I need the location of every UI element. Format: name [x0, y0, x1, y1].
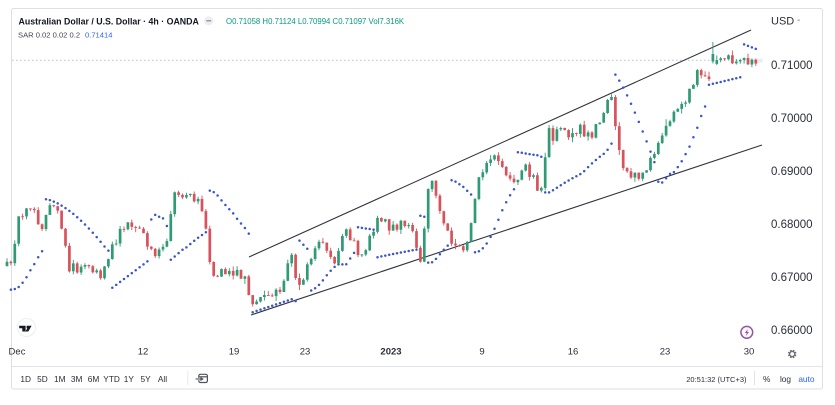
svg-text:0.71000: 0.71000 [771, 60, 813, 72]
svg-text:Dec: Dec [9, 347, 26, 358]
svg-text:3M: 3M [71, 374, 83, 384]
svg-text:O0.71058 H0.71124 L0.70994 C0.: O0.71058 H0.71124 L0.70994 C0.71097 Vol7… [226, 17, 405, 26]
svg-text:USD: USD [771, 16, 794, 28]
svg-text:6M: 6M [88, 374, 100, 384]
svg-text:1D: 1D [20, 374, 31, 384]
svg-text:0.71414: 0.71414 [85, 31, 112, 40]
svg-text:1M: 1M [54, 374, 66, 384]
svg-text:19: 19 [229, 347, 240, 358]
svg-text:0.68000: 0.68000 [771, 219, 813, 231]
svg-text:auto: auto [798, 374, 815, 384]
svg-text:23: 23 [300, 347, 311, 358]
svg-text:-: - [797, 15, 800, 26]
svg-text:0.69000: 0.69000 [771, 166, 813, 178]
svg-text:YTD: YTD [103, 374, 120, 384]
svg-text:0.66000: 0.66000 [771, 325, 813, 337]
svg-text:12: 12 [138, 347, 149, 358]
svg-text:9: 9 [479, 347, 484, 358]
svg-text:All: All [158, 374, 167, 384]
svg-text:5D: 5D [37, 374, 48, 384]
svg-text:log: log [780, 374, 791, 384]
svg-text:5Y: 5Y [141, 374, 152, 384]
svg-text:2023: 2023 [380, 347, 401, 358]
svg-text:0.70000: 0.70000 [771, 113, 813, 125]
svg-text:%: % [763, 374, 771, 384]
svg-text:30: 30 [744, 347, 755, 358]
svg-text:1Y: 1Y [124, 374, 135, 384]
svg-text:SAR 0.02 0.02 0.2: SAR 0.02 0.02 0.2 [18, 31, 80, 40]
svg-text:20:51:32 (UTC+3): 20:51:32 (UTC+3) [686, 375, 747, 384]
svg-text:16: 16 [568, 347, 579, 358]
svg-text:23: 23 [660, 347, 671, 358]
svg-text:Australian Dollar / U.S. Dolla: Australian Dollar / U.S. Dollar · 4h · O… [19, 17, 200, 27]
svg-text:0.67000: 0.67000 [771, 272, 813, 284]
